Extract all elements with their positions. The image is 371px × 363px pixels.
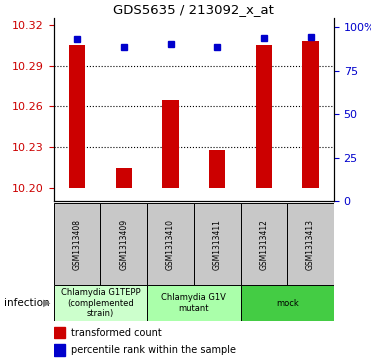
Text: Chlamydia G1V
mutant: Chlamydia G1V mutant (161, 293, 226, 313)
Bar (240, 203, 287, 285)
Text: GSM1313412: GSM1313412 (259, 219, 268, 270)
Text: infection: infection (4, 298, 49, 308)
Bar (54, 327, 65, 338)
Bar (54, 203, 101, 285)
Bar (54, 285, 147, 321)
Bar (162, 99, 179, 188)
Text: GSM1313413: GSM1313413 (306, 219, 315, 270)
Text: GSM1313408: GSM1313408 (73, 219, 82, 270)
Bar (147, 203, 194, 285)
Text: GSM1313409: GSM1313409 (119, 219, 128, 270)
Text: Chlamydia G1TEPP
(complemented
strain): Chlamydia G1TEPP (complemented strain) (61, 288, 140, 318)
Bar (209, 150, 225, 188)
Bar (147, 285, 240, 321)
Bar (194, 203, 240, 285)
Bar (116, 167, 132, 188)
Text: ▶: ▶ (43, 298, 50, 308)
Bar (54, 344, 65, 356)
Title: GDS5635 / 213092_x_at: GDS5635 / 213092_x_at (114, 3, 274, 16)
Text: GSM1313410: GSM1313410 (166, 219, 175, 270)
Text: GSM1313411: GSM1313411 (213, 219, 222, 270)
Bar (256, 45, 272, 188)
Bar (240, 285, 334, 321)
Text: percentile rank within the sample: percentile rank within the sample (70, 345, 236, 355)
Bar (302, 41, 319, 188)
Bar (101, 203, 147, 285)
Bar (287, 203, 334, 285)
Text: mock: mock (276, 299, 299, 307)
Bar (69, 45, 85, 188)
Text: transformed count: transformed count (70, 327, 161, 338)
